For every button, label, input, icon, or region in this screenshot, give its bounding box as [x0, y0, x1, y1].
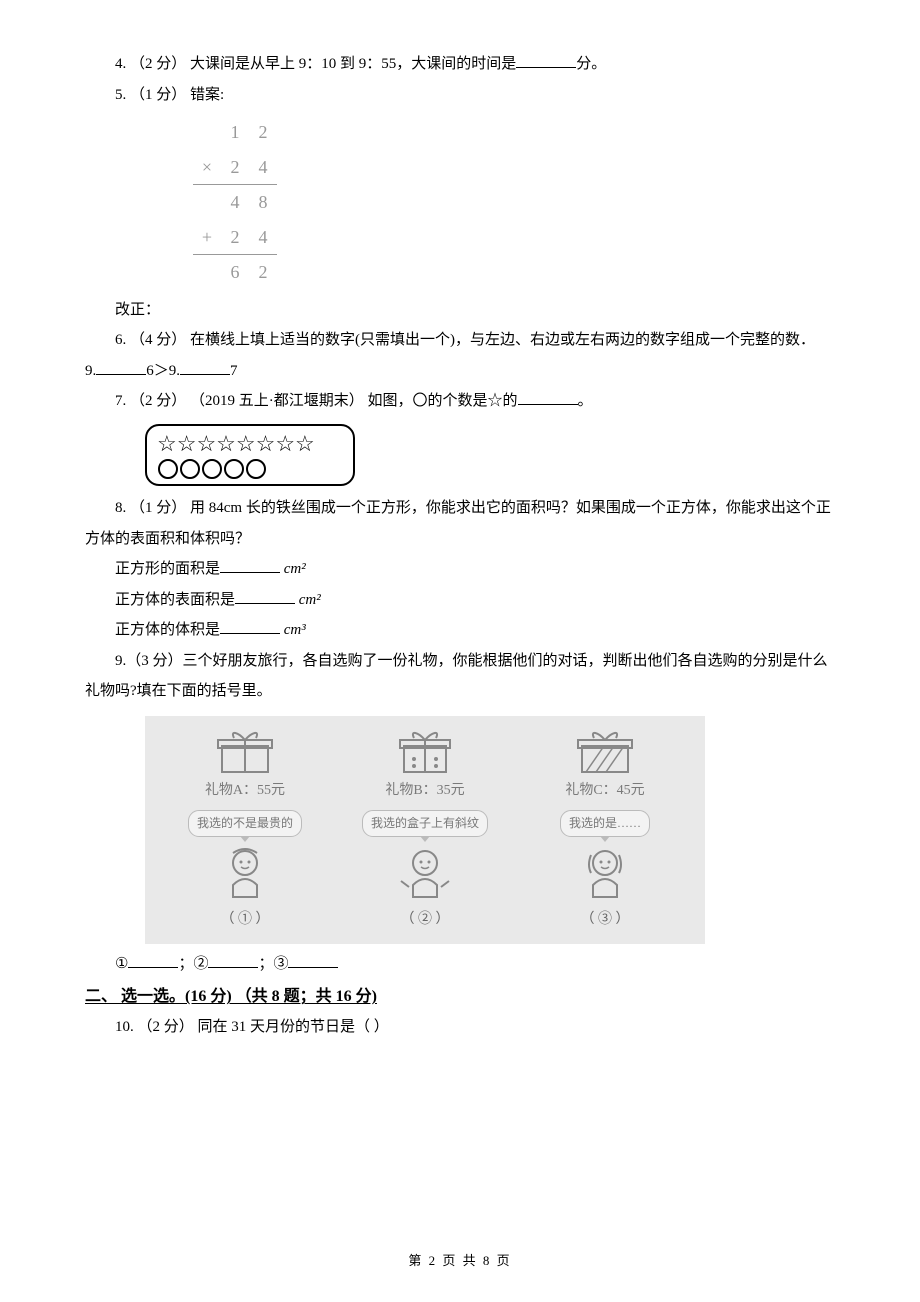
calc-cell: 2	[221, 150, 249, 185]
q6-tail: 7	[230, 363, 238, 379]
speech-bubble-a: 我选的不是最贵的	[188, 810, 302, 837]
question-8: 8. （1 分） 用 84cm 长的铁丝围成一个正方形，你能求出它的面积吗？如果…	[85, 494, 835, 523]
q7-tail: 。	[578, 393, 593, 409]
q8-a3-prefix: 正方体的体积是	[115, 622, 220, 638]
q6-mid: 6＞9.	[146, 363, 180, 379]
gift-b-price: 礼物B：35元	[385, 778, 464, 805]
question-7: 7. （2 分） （2019 五上·都江堰期末） 如图，〇的个数是☆的 。	[85, 387, 835, 416]
gift-col-a: 礼物A：55元 我选的不是最贵的 （ ① ）	[160, 726, 330, 934]
q7-blank[interactable]	[518, 390, 578, 405]
question-4: 4. （2 分） 大课间是从早上 9：10 到 9：55，大课间的时间是 分。	[85, 50, 835, 79]
gift-icon-c	[574, 726, 636, 776]
stars-row: ☆☆☆☆☆☆☆☆	[157, 432, 343, 456]
calc-cell: 4	[249, 150, 277, 185]
calc-cell: 4	[249, 220, 277, 255]
q6-prefix: 9.	[85, 363, 96, 379]
calc-cell: 2	[221, 220, 249, 255]
q8-blank3[interactable]	[220, 619, 280, 634]
q8-blank1[interactable]	[220, 558, 280, 573]
q8-label2: 方体的表面积和体积吗？	[85, 525, 835, 554]
question-9: 9.（3 分）三个好朋友旅行，各自选购了一份礼物，你能根据他们的对话，判断出他们…	[85, 647, 835, 676]
q8-a1: 正方形的面积是 cm²	[85, 555, 835, 584]
calc-cell: 8	[249, 185, 277, 220]
unit-cm2: cm²	[299, 592, 321, 608]
calc-cell: +	[193, 220, 221, 255]
calc-cell: 4	[221, 185, 249, 220]
q9-blank3[interactable]	[288, 953, 338, 968]
gift-c-price: 礼物C：45元	[565, 778, 644, 805]
paren-3: （ ③ ）	[581, 907, 630, 934]
gift-icon-a	[214, 726, 276, 776]
q6-line2: 9. 6＞9. 7	[85, 357, 835, 386]
q8-a2-prefix: 正方体的表面积是	[115, 592, 235, 608]
q8-label: 8. （1 分） 用 84cm 长的铁丝围成一个正方形，你能求出它的面积吗？如果…	[115, 500, 831, 516]
q9-blank1[interactable]	[128, 953, 178, 968]
q4-tail: 分。	[576, 56, 606, 72]
speech-bubble-b: 我选的盒子上有斜纹	[362, 810, 488, 837]
q4-label: 4. （2 分） 大课间是从早上 9：10 到 9：55，大课间的时间是	[115, 56, 516, 72]
q5-fix-label: 改正：	[85, 296, 835, 325]
child-icon-a	[217, 845, 273, 901]
q5-label: 5. （1 分） 错案:	[115, 87, 224, 103]
paren-1: （ ① ）	[221, 907, 270, 934]
page-footer: 第 2 页 共 8 页	[0, 1249, 920, 1274]
gifts-figure: 礼物A：55元 我选的不是最贵的 （ ① ） 礼物B：35元 我选的盒子上有斜纹	[145, 716, 705, 944]
unit-cm2: cm²	[284, 561, 306, 577]
q4-blank[interactable]	[516, 53, 576, 68]
question-10: 10. （2 分） 同在 31 天月份的节日是（ ）	[85, 1013, 835, 1042]
question-6: 6. （4 分） 在横线上填上适当的数字(只需填出一个)，与左边、右边或左右两边…	[85, 326, 835, 355]
child-icon-b	[397, 845, 453, 901]
calc-cell: 2	[249, 115, 277, 150]
q8-blank2[interactable]	[235, 589, 295, 604]
calc-cell	[193, 255, 221, 290]
q6-label: 6. （4 分） 在横线上填上适当的数字(只需填出一个)，与左边、右边或左右两边…	[115, 332, 815, 348]
q9-label2: 礼物吗?填在下面的括号里。	[85, 677, 835, 706]
gift-icon-b	[394, 726, 456, 776]
q6-blank2[interactable]	[180, 360, 230, 375]
q9-answers-line: ①；②；③	[85, 950, 835, 979]
q8-a3: 正方体的体积是 cm³	[85, 616, 835, 645]
calc-cell: 1	[221, 115, 249, 150]
calc-cell: 2	[249, 255, 277, 290]
question-5: 5. （1 分） 错案:	[85, 81, 835, 110]
calc-cell: 6	[221, 255, 249, 290]
child-icon-c	[577, 845, 633, 901]
q6-blank1[interactable]	[96, 360, 146, 375]
gift-col-c: 礼物C：45元 我选的是…… （ ③ ）	[520, 726, 690, 934]
calc-cell	[193, 185, 221, 220]
vertical-multiplication: 12 ×24 48 +24 62	[193, 115, 835, 290]
speech-bubble-c: 我选的是……	[560, 810, 650, 837]
paren-2: （ ② ）	[401, 907, 450, 934]
gift-a-price: 礼物A：55元	[205, 778, 285, 805]
calc-cell: ×	[193, 150, 221, 185]
q7-label: 7. （2 分） （2019 五上·都江堰期末） 如图，〇的个数是☆的	[115, 393, 518, 409]
unit-cm3: cm³	[284, 622, 306, 638]
calc-cell	[193, 115, 221, 150]
gift-col-b: 礼物B：35元 我选的盒子上有斜纹 （ ② ）	[340, 726, 510, 934]
q9-label: 9.（3 分）三个好朋友旅行，各自选购了一份礼物，你能根据他们的对话，判断出他们…	[115, 653, 828, 669]
q9-blank2[interactable]	[208, 953, 258, 968]
circles-row	[157, 458, 343, 480]
stars-circles-figure: ☆☆☆☆☆☆☆☆	[145, 424, 355, 486]
q8-a1-prefix: 正方形的面积是	[115, 561, 220, 577]
section-2-header: 二、 选一选。(16 分) （共 8 题；共 16 分)	[85, 982, 835, 1012]
q8-a2: 正方体的表面积是 cm²	[85, 586, 835, 615]
